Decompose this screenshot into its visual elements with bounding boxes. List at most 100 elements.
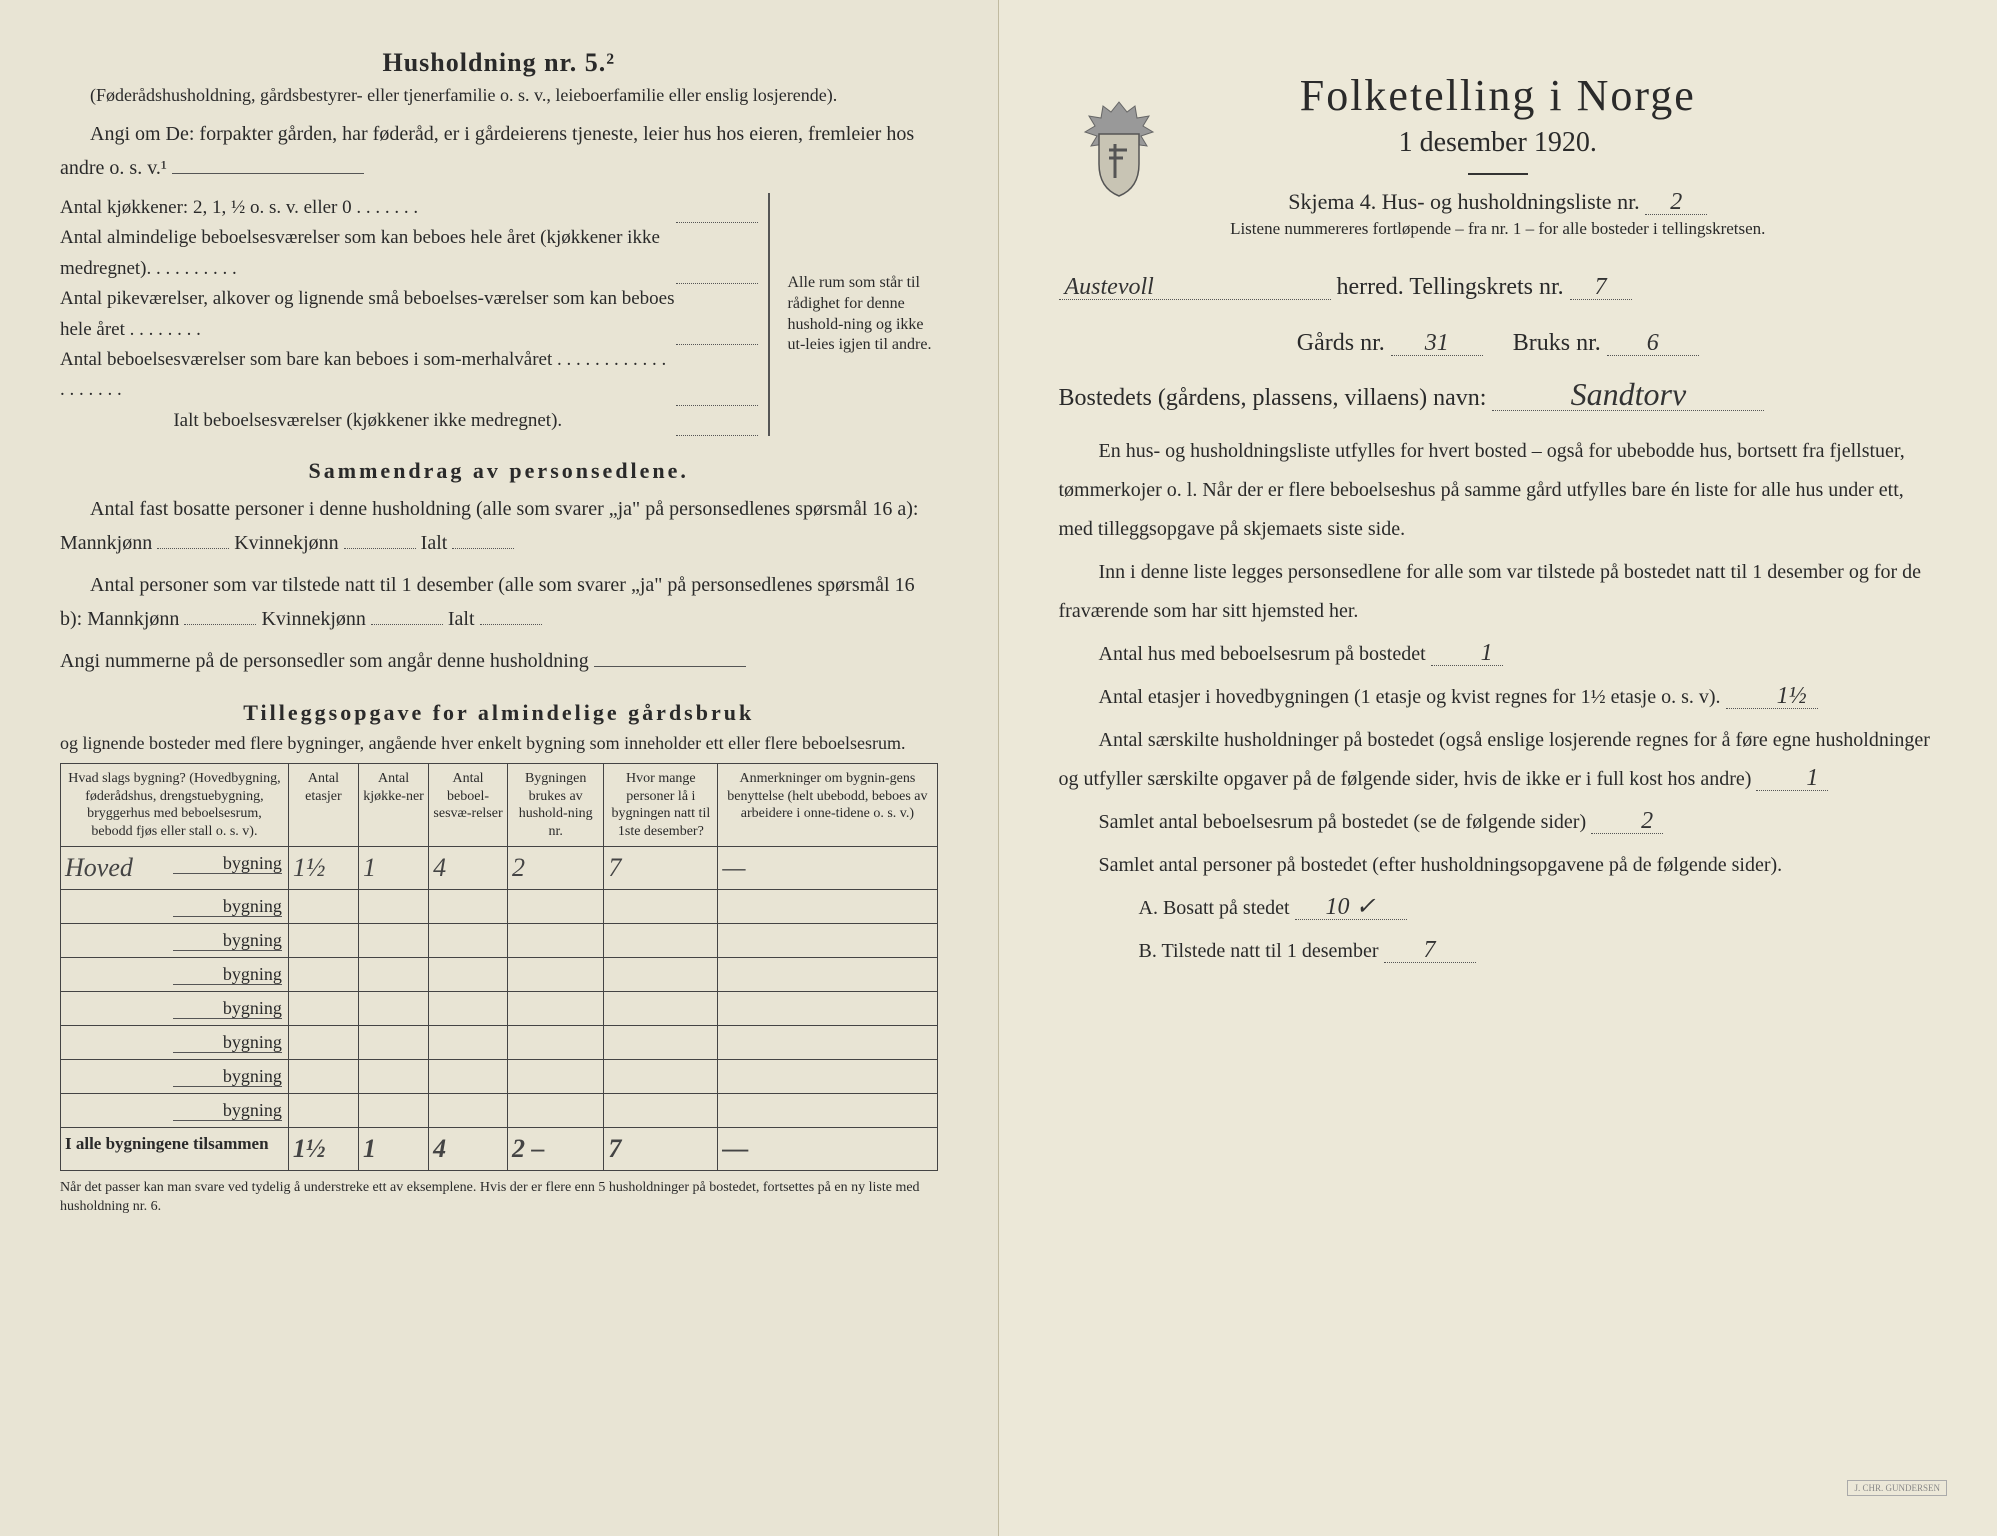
- cell-kjokkener: [358, 1094, 428, 1128]
- body2: Inn i denne liste legges personsedlene f…: [1059, 553, 1938, 631]
- qB-val: 7: [1384, 938, 1476, 963]
- bruks-nr: 6: [1607, 331, 1699, 356]
- cell-beboelse: [429, 1094, 508, 1128]
- list-note: Listene nummereres fortløpende – fra nr.…: [1059, 219, 1938, 239]
- cell-hushold: [507, 992, 603, 1026]
- rooms-r1: Antal kjøkkener: 2, 1, ½ o. s. v. eller …: [60, 193, 676, 223]
- cell-kjokkener: [358, 890, 428, 924]
- q4-val: 2: [1591, 809, 1663, 834]
- totals-label: I alle bygningene tilsammen: [61, 1128, 289, 1171]
- table-row: bygning: [61, 1026, 938, 1060]
- bosted-value: Sandtorv: [1492, 378, 1764, 411]
- cell-anm: [718, 1026, 937, 1060]
- cell-anm: —: [718, 847, 937, 890]
- footnote: Når det passer kan man svare ved tydelig…: [60, 1179, 938, 1217]
- table-row: Hoved bygning1½1427—: [61, 847, 938, 890]
- cell-kjokkener: 1: [358, 847, 428, 890]
- th-anm: Anmerkninger om bygnin-gens benyttelse (…: [718, 764, 937, 847]
- rooms-block: Antal kjøkkener: 2, 1, ½ o. s. v. eller …: [60, 193, 938, 436]
- rooms-r5: Ialt beboelsesværelser (kjøkkener ikke m…: [60, 406, 676, 436]
- cell-kjokkener: [358, 924, 428, 958]
- rooms-r3: Antal pikeværelser, alkover og lignende …: [60, 284, 676, 345]
- bygning-cell: bygning: [61, 1060, 289, 1094]
- skjema-nr: 2: [1645, 190, 1707, 215]
- krets-nr: 7: [1570, 275, 1632, 300]
- totals-personer: 7: [608, 1134, 621, 1164]
- cell-anm: [718, 1060, 937, 1094]
- cell-personer: [604, 1026, 718, 1060]
- th-hushold: Bygningen brukes av hushold-ning nr.: [507, 764, 603, 847]
- cell-beboelse: [429, 924, 508, 958]
- cell-personer: [604, 958, 718, 992]
- tillegg-sub: og lignende bosteder med flere bygninger…: [60, 730, 938, 757]
- totals-etasjer: 1½: [293, 1134, 326, 1164]
- tillegg-title: Tilleggsopgave for almindelige gårdsbruk: [60, 700, 938, 726]
- cell-kjokkener: [358, 1060, 428, 1094]
- main-date: 1 desember 1920.: [1059, 127, 1938, 159]
- cell-hushold: [507, 924, 603, 958]
- cell-etasjer: [288, 958, 358, 992]
- q4: Samlet antal beboelsesrum på bostedet (s…: [1059, 803, 1938, 842]
- cell-kjokkener: [358, 1026, 428, 1060]
- cell-hushold: [507, 1026, 603, 1060]
- totals-kjokkener: 1: [363, 1134, 376, 1164]
- main-title: Folketelling i Norge: [1059, 70, 1938, 121]
- title-rule: [1468, 173, 1528, 175]
- rooms-r2: Antal almindelige beboelsesværelser som …: [60, 223, 676, 284]
- cell-etasjer: [288, 1060, 358, 1094]
- sub2: Angi om De: forpakter gården, har føderå…: [60, 117, 938, 185]
- cell-beboelse: [429, 958, 508, 992]
- q5: Samlet antal personer på bostedet (efter…: [1059, 846, 1938, 885]
- cell-anm: [718, 1094, 937, 1128]
- bygning-cell: bygning: [61, 992, 289, 1026]
- table-row: bygning: [61, 924, 938, 958]
- q2: Antal etasjer i hovedbygningen (1 etasje…: [1059, 678, 1938, 717]
- bygning-cell: bygning: [61, 1094, 289, 1128]
- table-row: bygning: [61, 992, 938, 1026]
- totals-beboelse: 4: [433, 1134, 446, 1164]
- cell-anm: [718, 924, 937, 958]
- bygning-cell: bygning: [61, 890, 289, 924]
- q3: Antal særskilte husholdninger på bostede…: [1059, 721, 1938, 799]
- cell-beboelse: [429, 890, 508, 924]
- cell-personer: [604, 1094, 718, 1128]
- sub2-blank: [172, 173, 364, 174]
- cell-personer: [604, 890, 718, 924]
- bosted-row: Bostedets (gårdens, plassens, villaens) …: [1059, 376, 1938, 422]
- skjema-line: Skjema 4. Hus- og husholdningsliste nr. …: [1059, 189, 1938, 215]
- cell-kjokkener: [358, 958, 428, 992]
- herred-row: Austevoll herred. Tellingskrets nr. 7: [1059, 265, 1938, 311]
- bygning-cell: bygning: [61, 1026, 289, 1060]
- bygning-cell: bygning: [61, 924, 289, 958]
- cell-hushold: [507, 1094, 603, 1128]
- gards-row: Gårds nr. 31 Bruks nr. 6: [1059, 321, 1938, 367]
- table-row: bygning: [61, 1060, 938, 1094]
- cell-hushold: [507, 890, 603, 924]
- cell-personer: [604, 924, 718, 958]
- cell-hushold: 2: [507, 847, 603, 890]
- cell-personer: [604, 1060, 718, 1094]
- cell-beboelse: 4: [429, 847, 508, 890]
- th-beboelse: Antal beboel-sesvæ-relser: [429, 764, 508, 847]
- cell-etasjer: [288, 1094, 358, 1128]
- cell-anm: [718, 890, 937, 924]
- th-kjokkener: Antal kjøkke-ner: [358, 764, 428, 847]
- cell-anm: [718, 958, 937, 992]
- totals-row: I alle bygningene tilsammen 1½ 1 4 2 – 7…: [61, 1128, 938, 1171]
- cell-personer: [604, 992, 718, 1026]
- cell-beboelse: [429, 1060, 508, 1094]
- totals-hushold: 2 –: [512, 1134, 545, 1164]
- cell-hushold: [507, 958, 603, 992]
- totals-anm: —: [722, 1134, 748, 1164]
- sammendrag-title: Sammendrag av personsedlene.: [60, 458, 938, 484]
- right-page: Folketelling i Norge 1 desember 1920. Sk…: [999, 0, 1997, 1536]
- cell-etasjer: [288, 924, 358, 958]
- herred-value: Austevoll: [1059, 275, 1331, 300]
- bygning-cell: bygning: [61, 958, 289, 992]
- cell-kjokkener: [358, 992, 428, 1026]
- sammendrag-l2: Antal personer som var tilstede natt til…: [60, 568, 938, 636]
- brace-note: Alle rum som står til rådighet for denne…: [768, 193, 938, 436]
- building-table: Hvad slags bygning? (Hovedbygning, føder…: [60, 763, 938, 1171]
- cell-personer: 7: [604, 847, 718, 890]
- husholdning-heading: Husholdning nr. 5.²: [60, 48, 938, 78]
